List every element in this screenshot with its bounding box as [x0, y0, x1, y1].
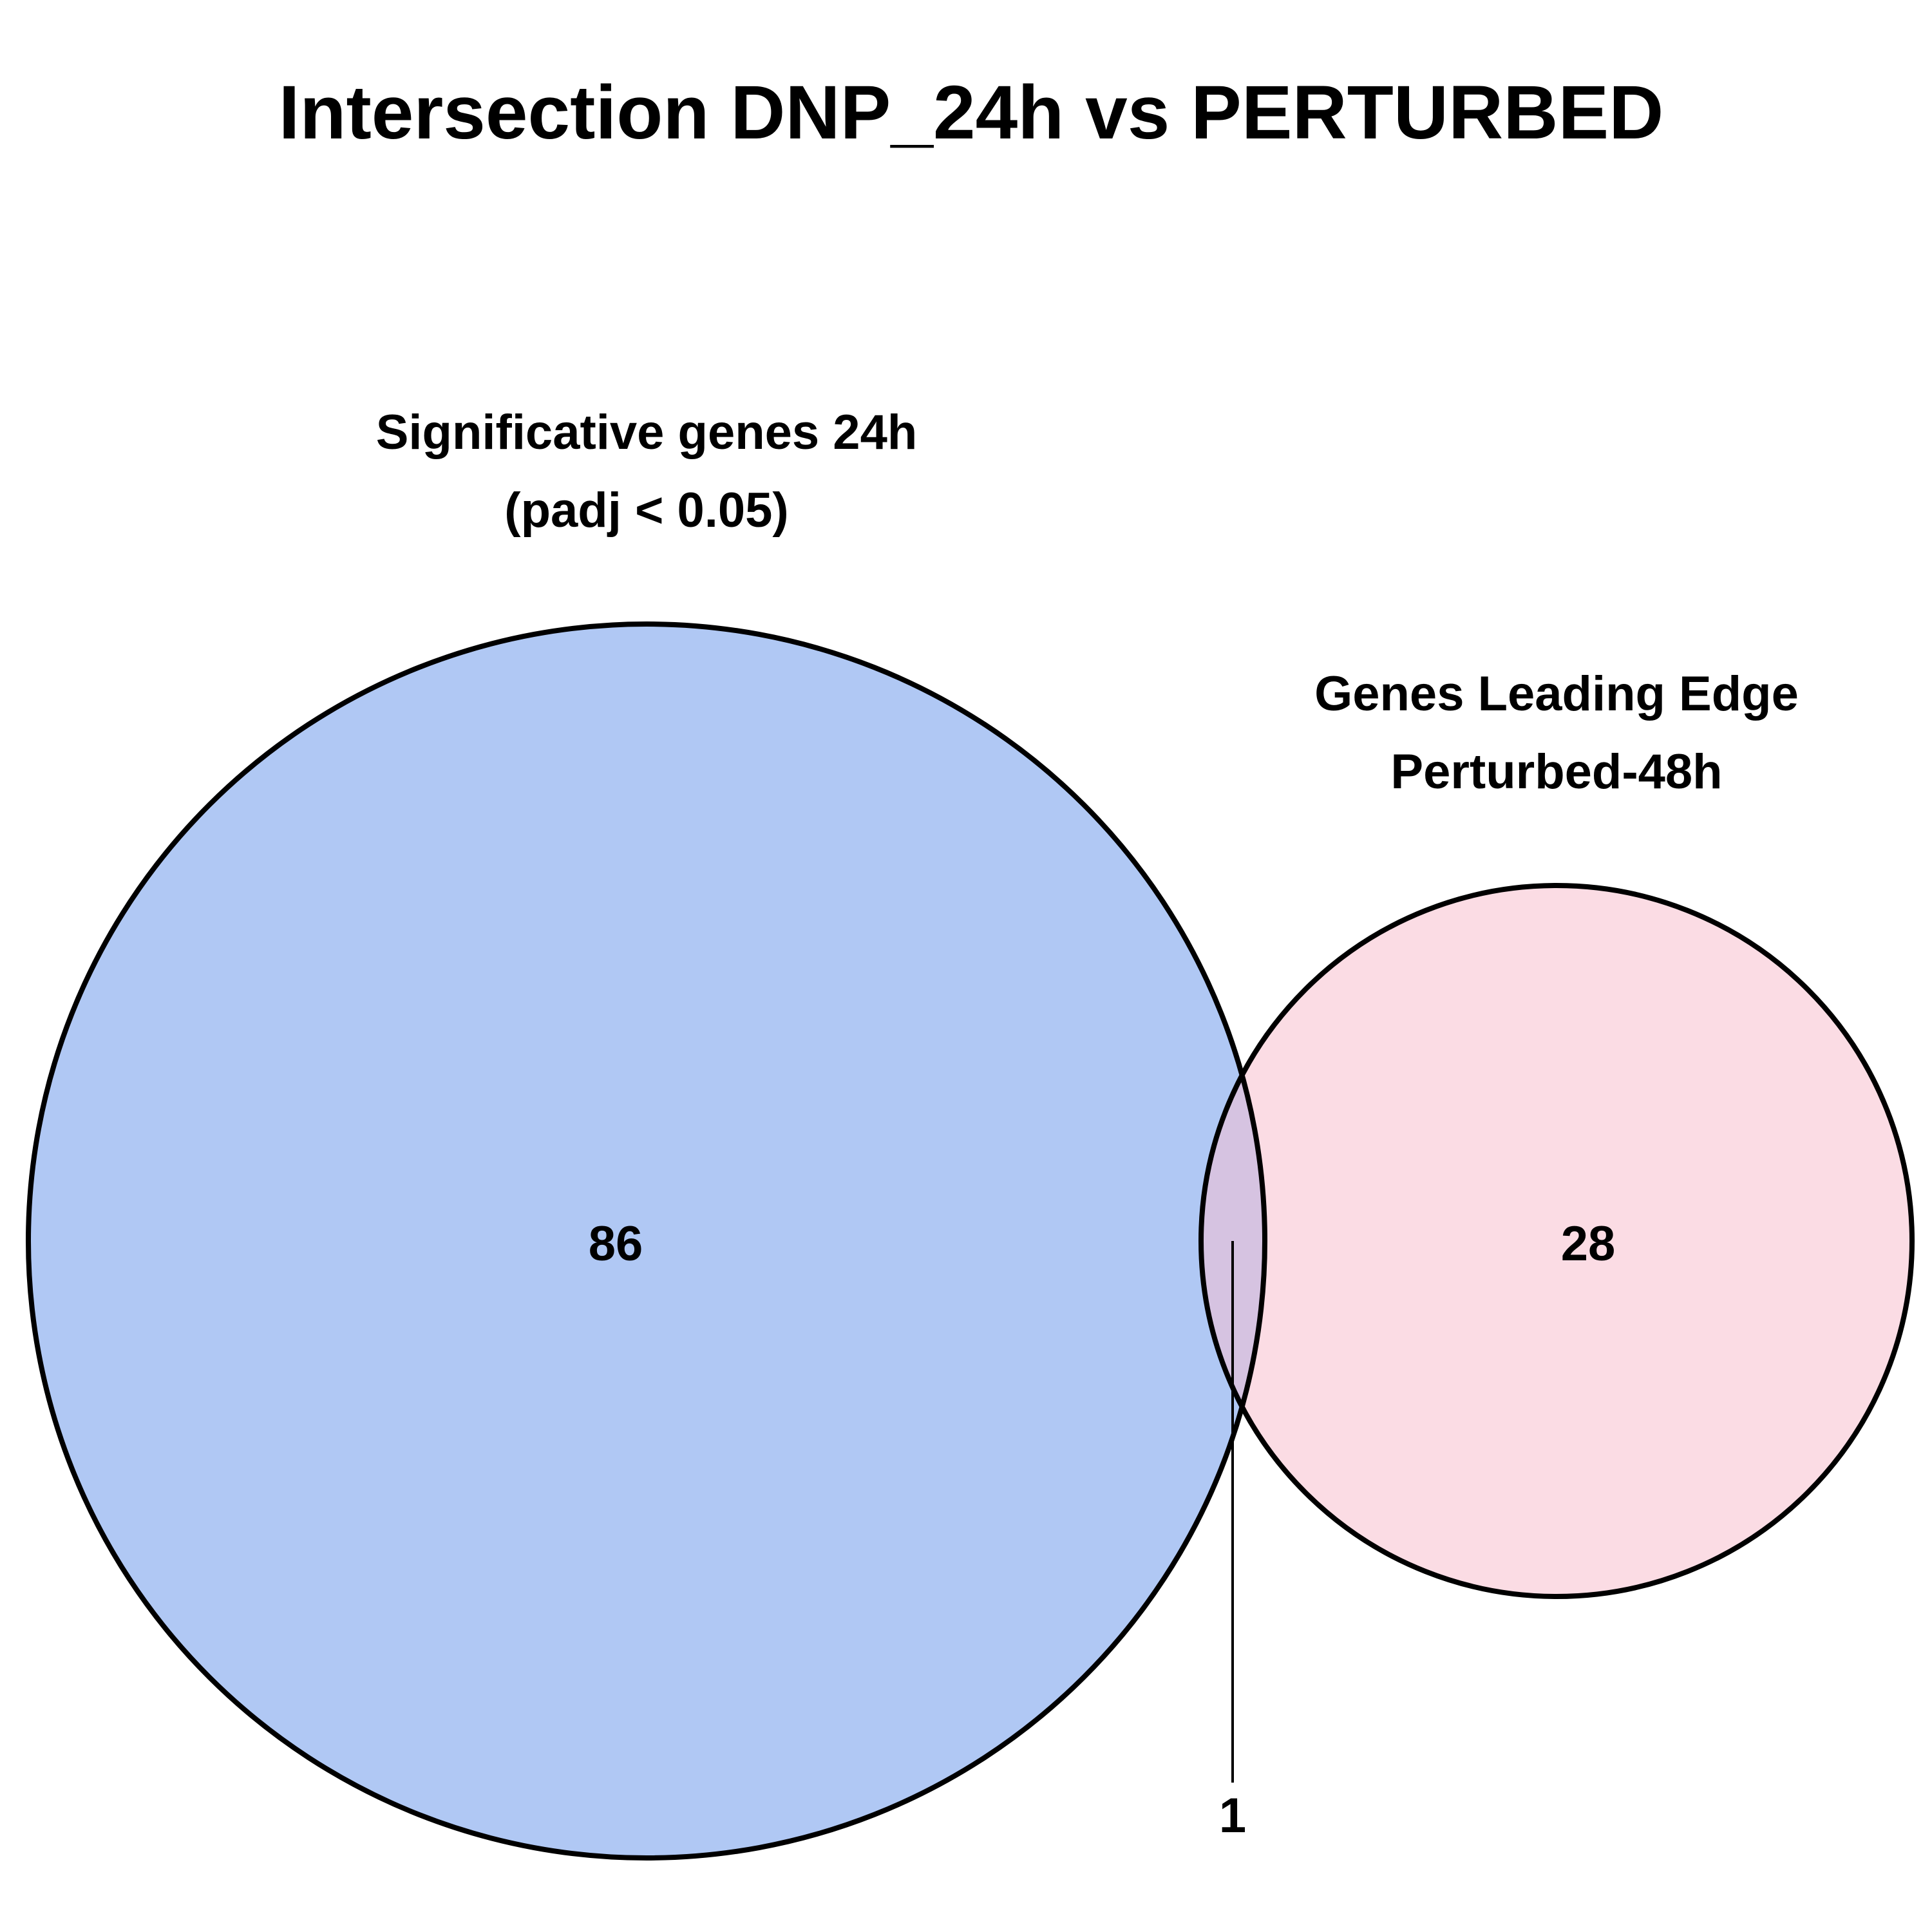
set-b-label-line1: Genes Leading Edge — [1314, 667, 1799, 721]
set-b-outline — [1198, 883, 1915, 1599]
set-a-circle — [28, 624, 1265, 1858]
set-a-label-line1: Significative genes 24h — [376, 405, 918, 460]
set-a-outline — [26, 621, 1267, 1861]
set-b-only-count: 28 — [1561, 1217, 1616, 1271]
set-a-label-line2: (padj < 0.05) — [504, 483, 788, 538]
set-a-only-count: 86 — [589, 1217, 643, 1271]
intersection-count: 1 — [1219, 1788, 1246, 1843]
set-b-label-line2: Perturbed-48h — [1390, 744, 1722, 799]
chart-title: Intersection DNP_24h vs PERTURBED — [279, 70, 1664, 155]
set-b-circle — [1201, 886, 1912, 1596]
